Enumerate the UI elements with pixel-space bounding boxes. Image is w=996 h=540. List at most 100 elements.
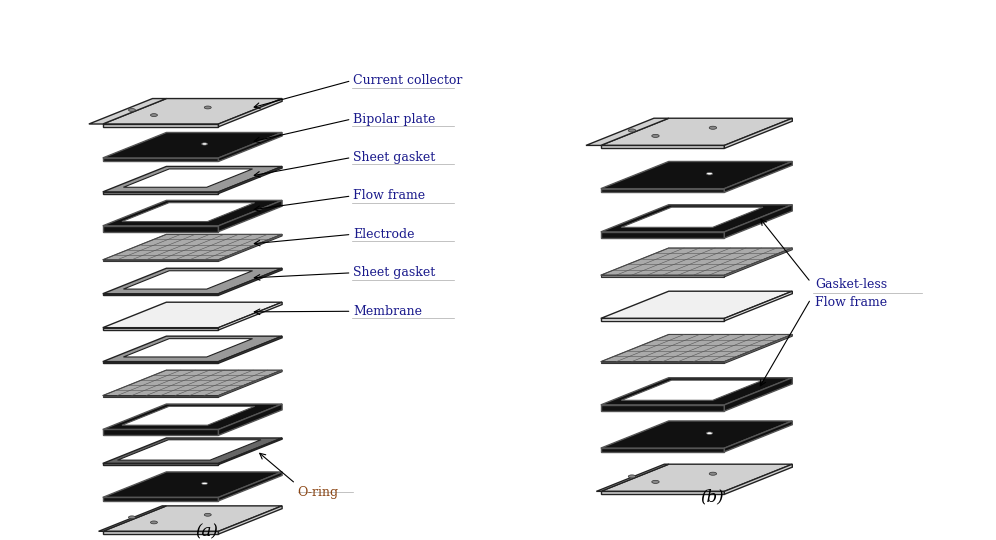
- Polygon shape: [103, 404, 282, 429]
- Ellipse shape: [628, 475, 635, 478]
- Polygon shape: [118, 440, 261, 460]
- Ellipse shape: [128, 109, 135, 111]
- Polygon shape: [724, 334, 792, 363]
- Ellipse shape: [709, 472, 717, 475]
- Polygon shape: [724, 205, 792, 238]
- Polygon shape: [103, 166, 282, 192]
- Polygon shape: [218, 370, 282, 397]
- Polygon shape: [601, 161, 792, 188]
- Polygon shape: [89, 98, 166, 124]
- Text: Electrode: Electrode: [354, 228, 415, 241]
- Text: Membrane: Membrane: [354, 305, 422, 318]
- Polygon shape: [103, 506, 282, 531]
- Polygon shape: [218, 200, 282, 232]
- Polygon shape: [601, 377, 792, 405]
- Polygon shape: [601, 188, 724, 192]
- Polygon shape: [601, 319, 724, 321]
- Polygon shape: [601, 205, 792, 232]
- Polygon shape: [622, 207, 763, 227]
- Polygon shape: [218, 302, 282, 330]
- Ellipse shape: [150, 521, 157, 524]
- Polygon shape: [103, 370, 282, 395]
- Polygon shape: [601, 291, 792, 319]
- Polygon shape: [601, 491, 724, 494]
- Ellipse shape: [204, 106, 211, 109]
- Polygon shape: [103, 158, 218, 161]
- Polygon shape: [724, 291, 792, 321]
- Polygon shape: [103, 302, 282, 328]
- Polygon shape: [724, 377, 792, 411]
- Polygon shape: [601, 362, 724, 363]
- Polygon shape: [601, 145, 724, 149]
- Text: Gasket-less: Gasket-less: [815, 278, 887, 291]
- Polygon shape: [601, 275, 724, 277]
- Polygon shape: [124, 339, 253, 357]
- Polygon shape: [724, 248, 792, 277]
- Polygon shape: [103, 497, 218, 501]
- Polygon shape: [218, 404, 282, 435]
- Polygon shape: [103, 472, 282, 497]
- Polygon shape: [601, 334, 792, 362]
- Polygon shape: [218, 438, 282, 464]
- Polygon shape: [724, 464, 792, 494]
- Polygon shape: [124, 169, 253, 187]
- Ellipse shape: [628, 129, 635, 132]
- Polygon shape: [103, 294, 218, 295]
- Text: Current collector: Current collector: [354, 74, 463, 87]
- Text: Sheet gasket: Sheet gasket: [354, 151, 435, 164]
- Polygon shape: [586, 118, 668, 145]
- Polygon shape: [103, 395, 218, 397]
- Ellipse shape: [651, 134, 659, 138]
- Polygon shape: [122, 407, 255, 425]
- Polygon shape: [103, 226, 218, 232]
- Polygon shape: [218, 336, 282, 363]
- Ellipse shape: [201, 482, 207, 484]
- Polygon shape: [103, 463, 218, 464]
- Ellipse shape: [706, 432, 712, 434]
- Polygon shape: [103, 234, 282, 260]
- Polygon shape: [218, 472, 282, 501]
- Polygon shape: [601, 464, 792, 491]
- Polygon shape: [103, 438, 282, 463]
- Polygon shape: [103, 124, 218, 127]
- Ellipse shape: [651, 480, 659, 483]
- Polygon shape: [103, 429, 218, 435]
- Polygon shape: [103, 98, 282, 124]
- Text: (a): (a): [195, 524, 218, 540]
- Polygon shape: [103, 328, 218, 330]
- Polygon shape: [218, 132, 282, 161]
- Ellipse shape: [709, 126, 717, 129]
- Polygon shape: [103, 531, 218, 534]
- Polygon shape: [724, 118, 792, 149]
- Text: O-ring: O-ring: [298, 485, 339, 498]
- Polygon shape: [601, 421, 792, 448]
- Polygon shape: [601, 248, 792, 275]
- Polygon shape: [103, 362, 218, 363]
- Polygon shape: [122, 202, 255, 221]
- Ellipse shape: [201, 143, 207, 145]
- Polygon shape: [724, 421, 792, 452]
- Text: Sheet gasket: Sheet gasket: [354, 266, 435, 279]
- Text: (b): (b): [700, 488, 724, 505]
- Text: Flow frame: Flow frame: [354, 190, 425, 202]
- Polygon shape: [724, 161, 792, 192]
- Polygon shape: [124, 271, 253, 289]
- Polygon shape: [218, 506, 282, 534]
- Polygon shape: [601, 118, 792, 145]
- Polygon shape: [601, 232, 724, 238]
- Polygon shape: [218, 98, 282, 127]
- Polygon shape: [601, 405, 724, 411]
- Polygon shape: [103, 192, 218, 193]
- Polygon shape: [103, 268, 282, 294]
- Polygon shape: [103, 132, 282, 158]
- Polygon shape: [597, 464, 668, 491]
- Polygon shape: [622, 380, 763, 400]
- Text: Flow frame: Flow frame: [815, 296, 887, 309]
- Polygon shape: [99, 506, 166, 531]
- Ellipse shape: [706, 172, 712, 175]
- Polygon shape: [103, 200, 282, 226]
- Polygon shape: [218, 268, 282, 295]
- Polygon shape: [601, 448, 724, 452]
- Polygon shape: [103, 260, 218, 261]
- Ellipse shape: [204, 514, 211, 516]
